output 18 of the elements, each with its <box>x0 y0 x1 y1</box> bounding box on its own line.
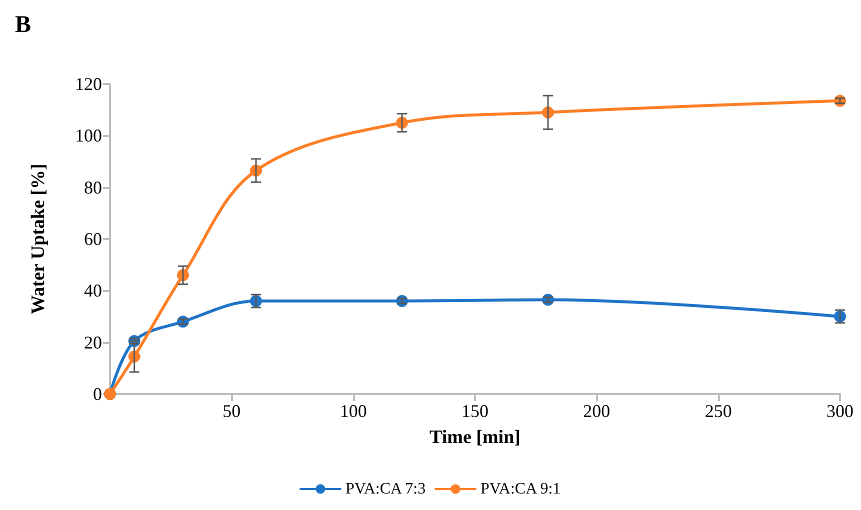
y-tick-label: 40 <box>84 280 102 301</box>
x-tick-label: 50 <box>222 401 241 421</box>
x-tick-label: 300 <box>826 401 854 421</box>
y-tick-label: 120 <box>75 74 102 94</box>
legend-label: PVA:CA 9:1 <box>480 480 561 498</box>
x-tick-label: 200 <box>583 401 610 421</box>
legend-label: PVA:CA 7:3 <box>345 480 426 498</box>
y-tick-label: 0 <box>93 384 102 404</box>
y-tick-label: 80 <box>84 177 102 198</box>
x-tick-label: 150 <box>462 401 488 421</box>
x-axis-title: Time [min] <box>430 427 520 448</box>
chart-title: B <box>15 12 32 38</box>
y-tick-label: 20 <box>84 332 102 352</box>
y-tick-label: 60 <box>84 229 102 249</box>
y-tick-label: 100 <box>75 126 102 146</box>
x-tick-label: 100 <box>340 401 367 421</box>
x-tick-label: 250 <box>704 401 732 421</box>
y-axis-title: Water Uptake [%] <box>28 164 49 314</box>
